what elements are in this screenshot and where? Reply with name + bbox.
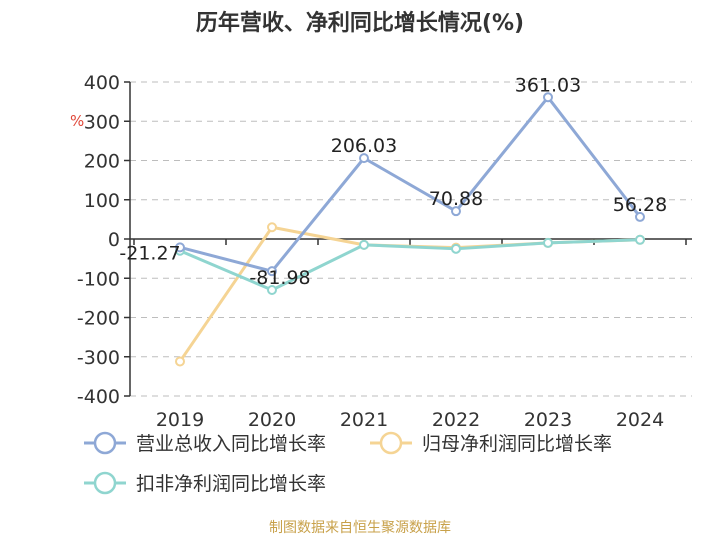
legend-marker xyxy=(93,471,117,495)
y-tick-label: -200 xyxy=(77,308,120,330)
series-layer xyxy=(175,92,645,367)
data-point xyxy=(175,356,185,367)
data-point xyxy=(451,243,461,254)
y-tick-label: -400 xyxy=(77,386,120,408)
y-tick-label: -100 xyxy=(77,268,120,290)
x-tick-label: 2020 xyxy=(248,409,296,431)
series-line xyxy=(179,95,642,273)
data-labels: -21.27 -81.98 206.03 70.88 361.03 56.28 xyxy=(119,74,667,289)
series-2 xyxy=(175,234,645,296)
series-0 xyxy=(175,92,645,277)
data-point xyxy=(267,266,277,277)
y-axis-unit: % xyxy=(70,112,84,130)
data-label: -21.27 xyxy=(119,242,180,264)
legend-item: 扣非净利润同比增长率 xyxy=(84,471,326,495)
data-point xyxy=(451,206,461,217)
data-point xyxy=(543,237,553,248)
series-line xyxy=(179,238,641,292)
x-tick-label: 2024 xyxy=(616,409,664,431)
x-tick-label: 2022 xyxy=(432,409,480,431)
y-tick-label: -300 xyxy=(77,347,120,369)
y-tick-label: 300 xyxy=(84,111,120,133)
y-tick-label: 200 xyxy=(84,151,120,173)
legend-label: 归母净利润同比增长率 xyxy=(422,433,612,455)
y-tick-label: 0 xyxy=(108,229,120,251)
x-tick-label: 2021 xyxy=(340,409,388,431)
y-tick-label: 100 xyxy=(84,190,120,212)
data-point xyxy=(359,239,369,250)
data-label: 70.88 xyxy=(429,188,483,210)
data-point xyxy=(543,92,553,103)
data-label: 56.28 xyxy=(613,194,667,216)
legend-marker xyxy=(379,431,403,455)
data-point xyxy=(359,153,369,164)
x-tick-label: 2019 xyxy=(156,409,204,431)
y-tick-label: 400 xyxy=(84,72,120,94)
legend-marker xyxy=(93,431,117,455)
axes: 400 300 200 100 0 -100 -200 -300 -400 2019 2020 202… xyxy=(77,72,692,431)
data-point xyxy=(635,234,645,245)
data-point xyxy=(175,242,185,253)
legend-label: 扣非净利润同比增长率 xyxy=(136,473,326,495)
legend-item: 营业总收入同比增长率 xyxy=(84,431,326,455)
legend-item: 归母净利润同比增长率 xyxy=(370,431,612,455)
data-point xyxy=(267,285,277,296)
data-label: 206.03 xyxy=(331,135,397,157)
data-point xyxy=(267,222,277,233)
data-source: 制图数据来自恒生聚源数据库 xyxy=(269,520,451,536)
data-label: 361.03 xyxy=(515,74,581,96)
grid xyxy=(130,81,692,397)
chart-title: 历年营收、净利同比增长情况(%) xyxy=(196,10,524,36)
legend-label: 营业总收入同比增长率 xyxy=(136,433,326,455)
data-label: -81.98 xyxy=(249,267,310,289)
x-tick-label: 2023 xyxy=(524,409,572,431)
data-point xyxy=(635,211,645,222)
